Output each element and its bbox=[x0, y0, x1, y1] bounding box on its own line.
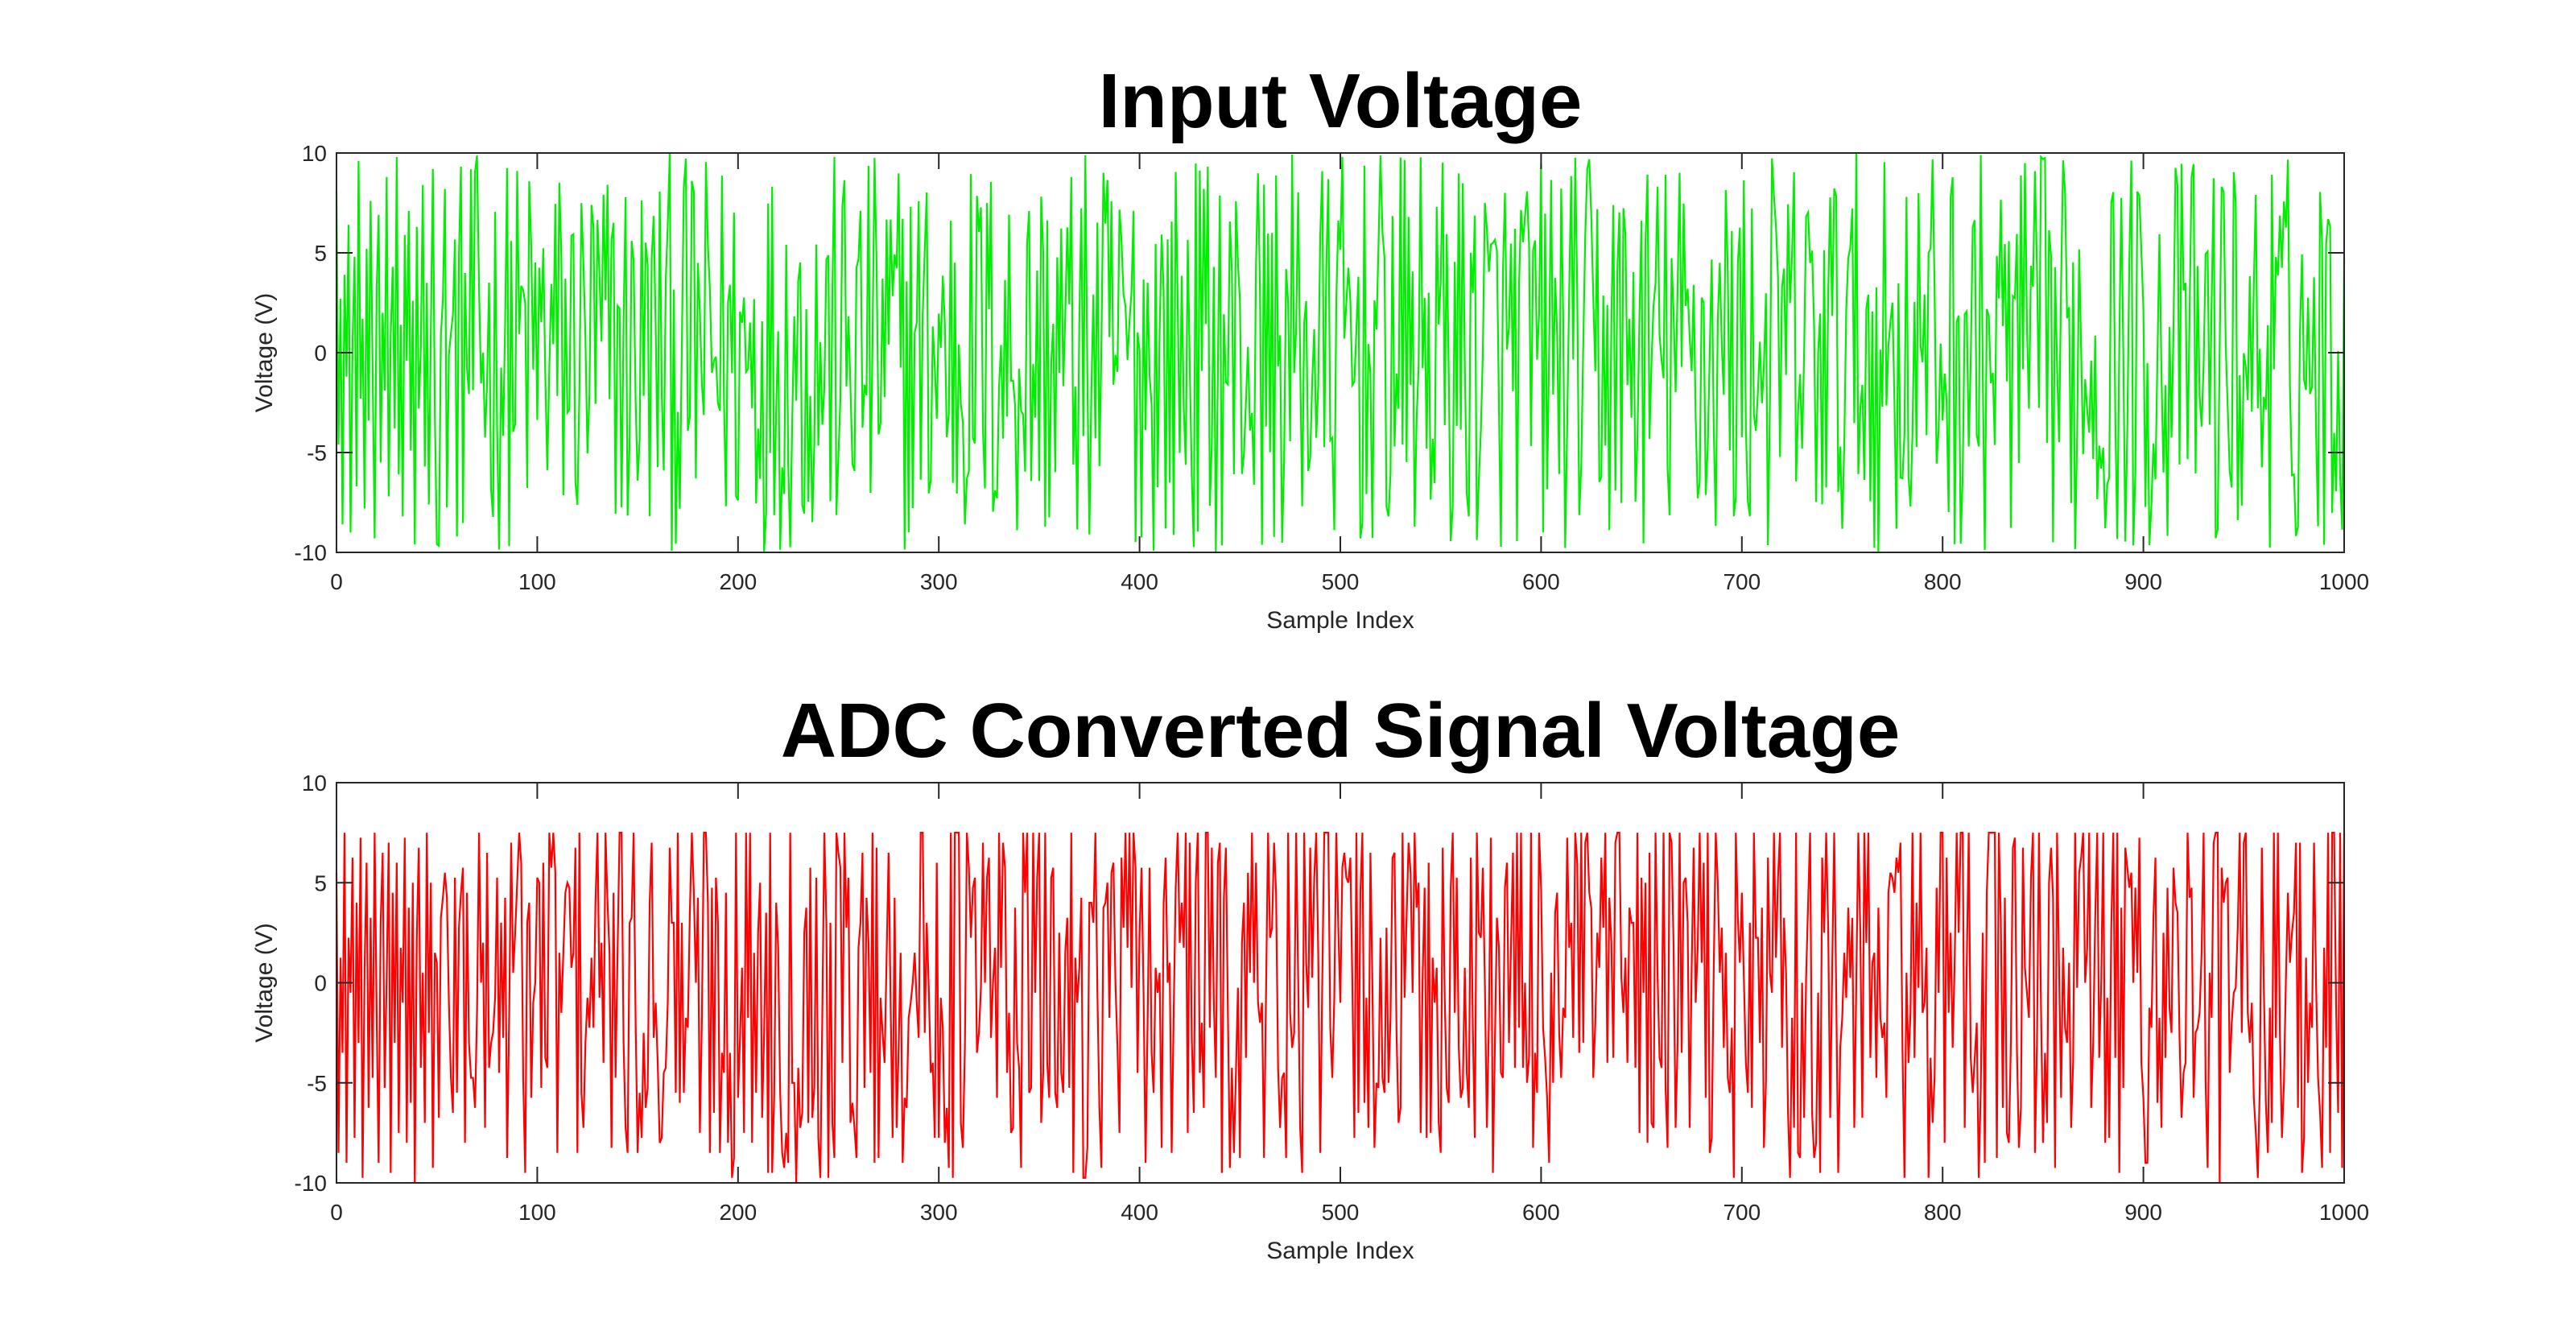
x-tick-label: 0 bbox=[330, 569, 343, 594]
series-line bbox=[335, 153, 2346, 552]
x-tick-label: 0 bbox=[330, 1200, 343, 1225]
chart-title: ADC Converted Signal Voltage bbox=[781, 688, 1900, 774]
y-tick-label: -10 bbox=[295, 540, 327, 565]
x-tick-label: 900 bbox=[2124, 1200, 2162, 1225]
y-tick-label: 0 bbox=[314, 971, 327, 996]
y-tick-label: -5 bbox=[307, 440, 327, 465]
x-tick-label: 300 bbox=[920, 1200, 958, 1225]
x-tick-label: 1000 bbox=[2319, 569, 2369, 594]
y-tick-label: 10 bbox=[302, 771, 327, 796]
x-tick-label: 100 bbox=[518, 569, 556, 594]
x-tick-label: 400 bbox=[1121, 569, 1158, 594]
x-tick-label: 700 bbox=[1723, 1200, 1761, 1225]
series-line bbox=[335, 832, 2346, 1184]
x-tick-label: 100 bbox=[518, 1200, 556, 1225]
y-tick-label: -10 bbox=[295, 1171, 327, 1196]
y-tick-label: 5 bbox=[314, 870, 327, 895]
y-tick-label: -5 bbox=[307, 1071, 327, 1096]
y-tick-label: 5 bbox=[314, 241, 327, 266]
chart-2: 0 100 200 300 400 500 600 700 800 900 1000 -10 -5 0 5 1… bbox=[251, 688, 2369, 1264]
x-tick-label: 400 bbox=[1121, 1200, 1158, 1225]
chart-1: 0 100 200 300 400 500 600 700 800 900 1000 -10 -5 0 5 1… bbox=[251, 58, 2369, 634]
x-tick-label: 900 bbox=[2124, 569, 2162, 594]
x-tick-label: 700 bbox=[1723, 569, 1761, 594]
x-tick-label: 800 bbox=[1924, 569, 1962, 594]
x-tick-label: 200 bbox=[719, 569, 757, 594]
y-tick-label: 10 bbox=[302, 141, 327, 166]
chart-title: Input Voltage bbox=[1099, 58, 1583, 144]
x-axis-label: Sample Index bbox=[1266, 1238, 1414, 1264]
x-tick-label: 200 bbox=[719, 1200, 757, 1225]
x-tick-label: 300 bbox=[920, 569, 958, 594]
y-axis-label: Voltage (V) bbox=[251, 923, 278, 1042]
y-tick-label: 0 bbox=[314, 341, 327, 366]
x-axis-label: Sample Index bbox=[1266, 607, 1414, 634]
x-tick-label: 1000 bbox=[2319, 1200, 2369, 1225]
x-tick-label: 600 bbox=[1522, 1200, 1560, 1225]
y-axis-label: Voltage (V) bbox=[251, 293, 278, 412]
x-tick-label: 500 bbox=[1322, 1200, 1360, 1225]
x-tick-label: 600 bbox=[1522, 569, 1560, 594]
x-tick-label: 500 bbox=[1322, 569, 1360, 594]
x-tick-label: 800 bbox=[1924, 1200, 1962, 1225]
